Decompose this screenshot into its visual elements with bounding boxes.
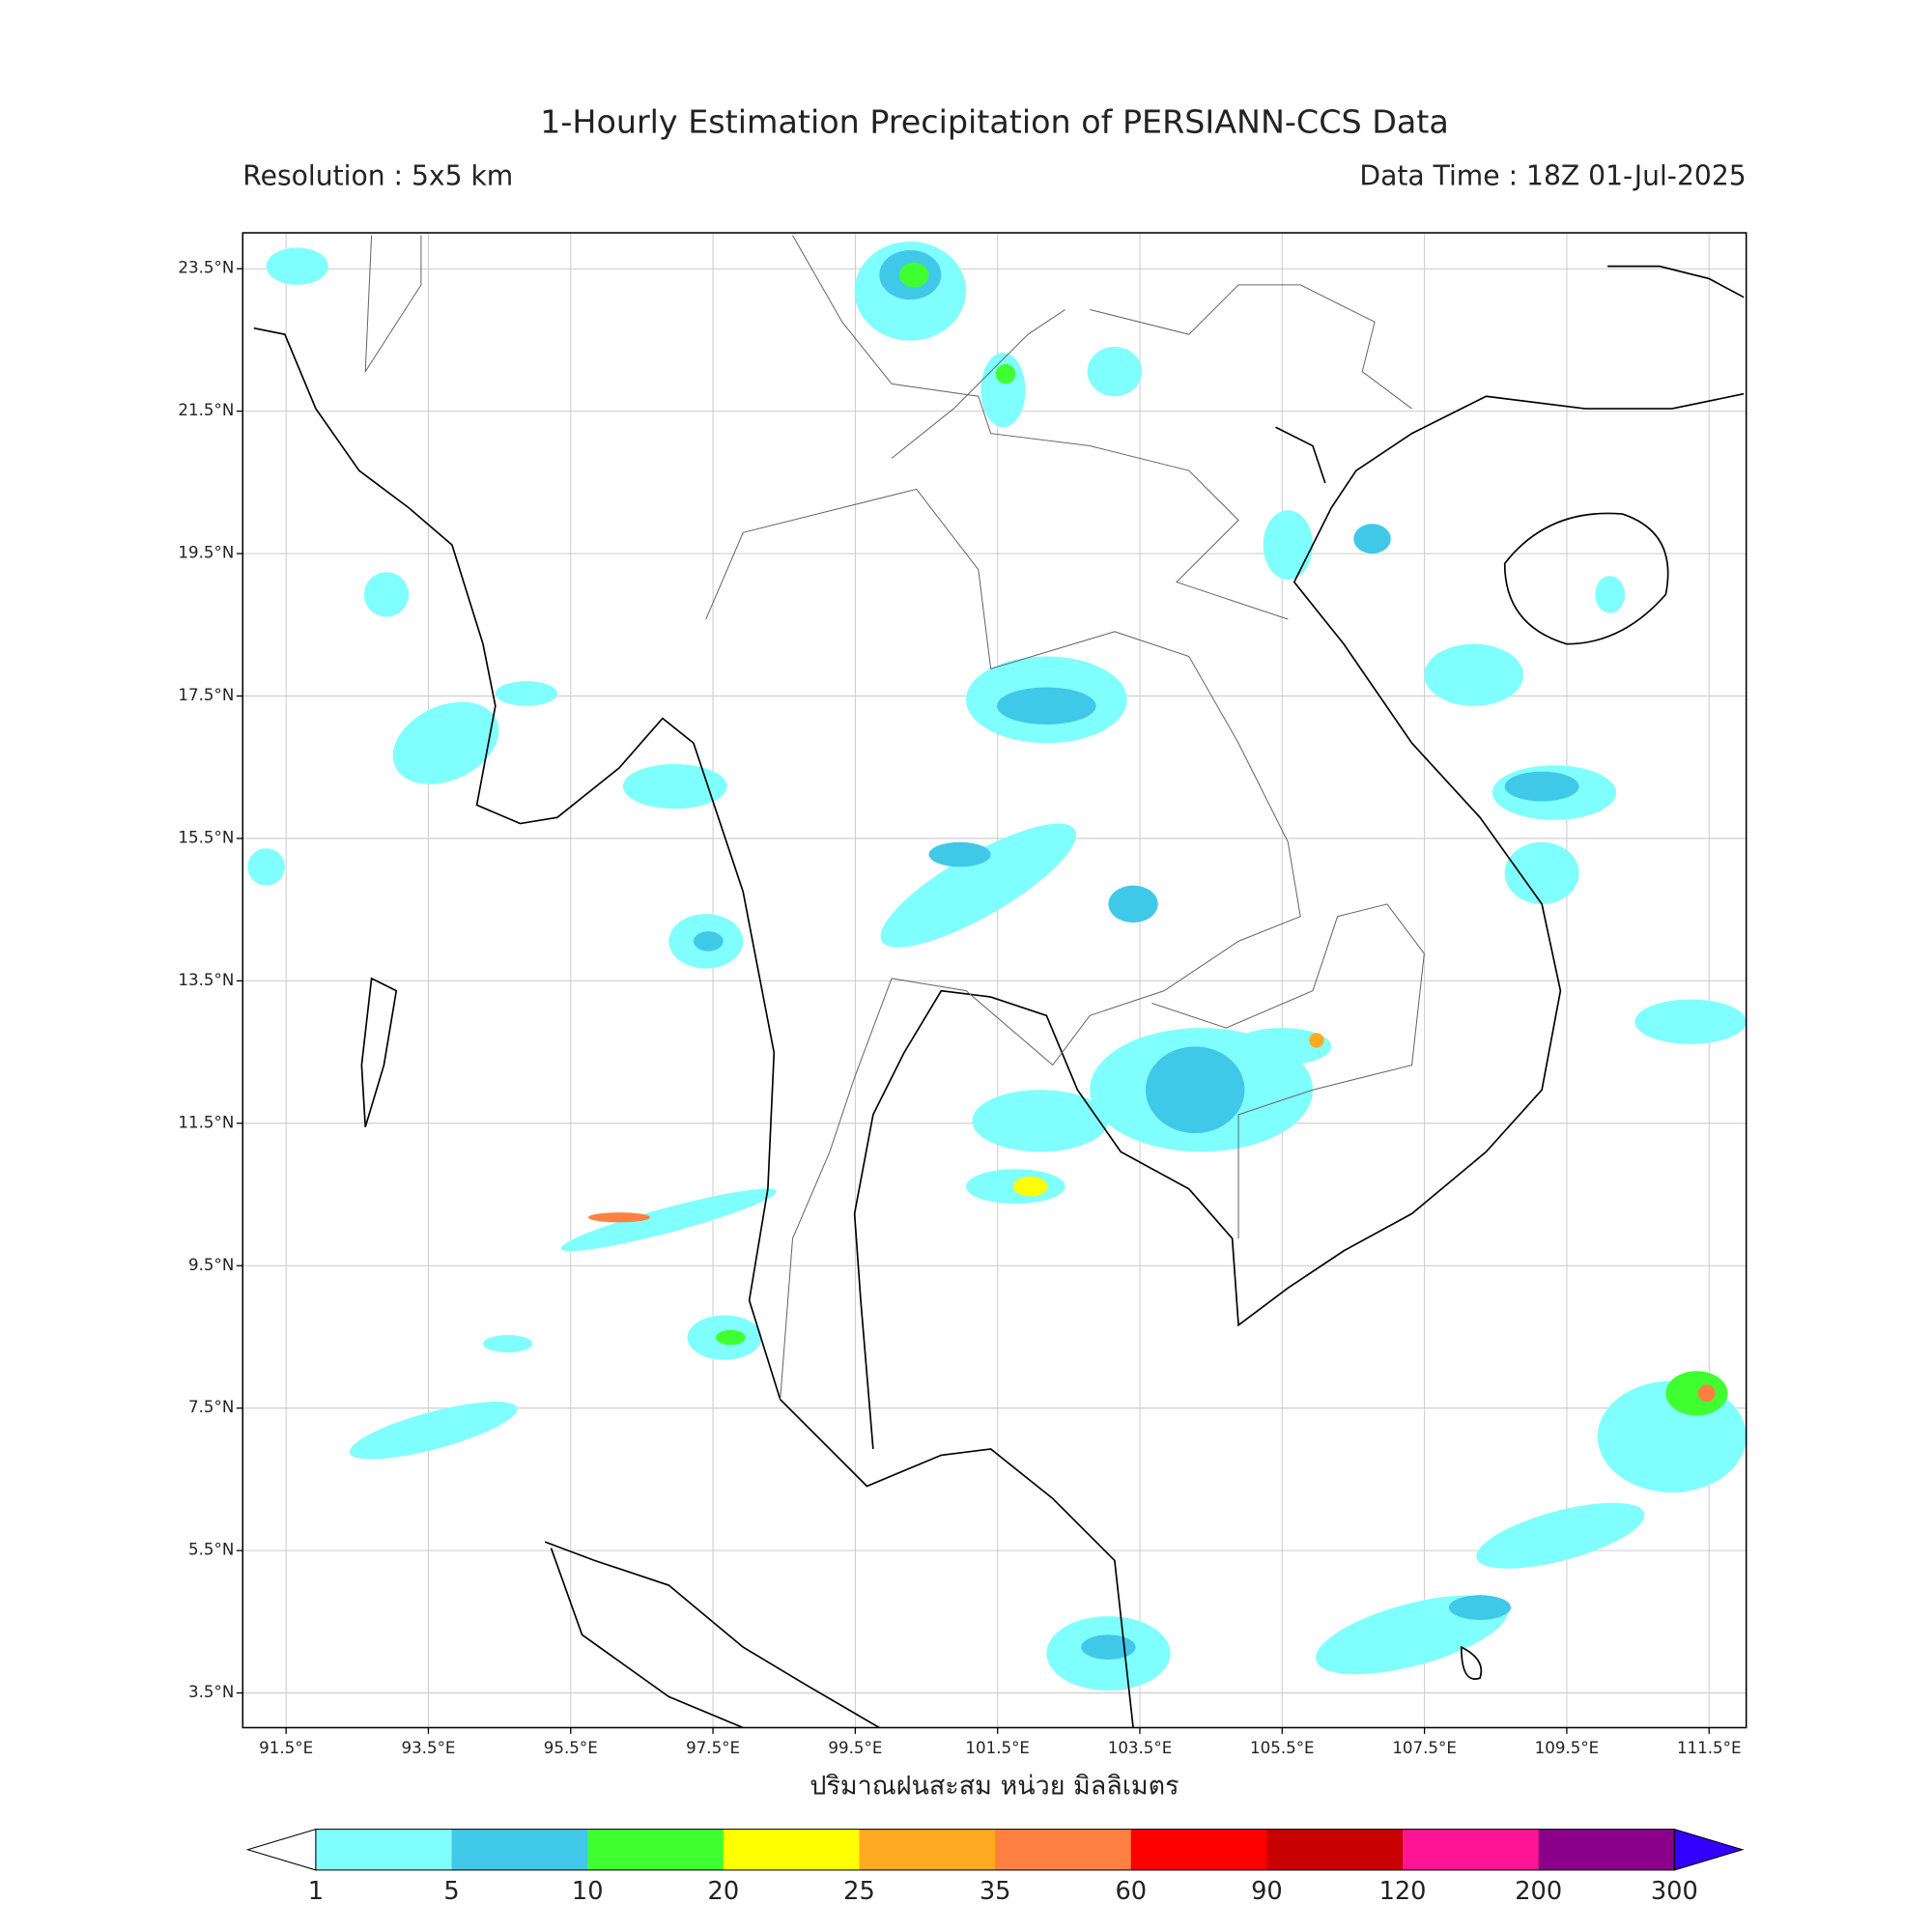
precipitation [247,242,1747,1690]
grid [242,233,1747,1728]
lat-label: 7.5°N [188,1398,234,1416]
colorbar-tick-label: 20 [708,1877,740,1906]
lon-label: 99.5°E [828,1739,882,1757]
lat-label: 23.5°N [178,259,234,277]
colorbar-tick-label: 60 [1115,1877,1147,1906]
colorbar-segment [1266,1829,1404,1870]
title: 1-Hourly Estimation Precipitation of PER… [540,103,1449,141]
colorbar-tick-label: 25 [843,1877,875,1906]
colorbar-tick-label: 300 [1651,1877,1698,1906]
lon-label: 107.5°E [1392,1739,1457,1757]
lat-label: 3.5°N [188,1683,234,1701]
lat-label: 19.5°N [178,544,234,562]
lat-label: 11.5°N [178,1113,234,1131]
colorbar-under [245,1828,317,1871]
lon-label: 97.5°E [686,1739,740,1757]
colorbar-segment [451,1829,588,1870]
coastlines [253,265,1745,1729]
colorbar-tick-label: 10 [572,1877,604,1906]
colorbar-frame [315,1829,1675,1871]
lon-label: 101.5°E [965,1739,1030,1757]
lon-label: 103.5°E [1108,1739,1173,1757]
colorbar-segment [723,1829,861,1870]
colorbar-segment [995,1829,1132,1870]
lon-label: 109.5°E [1535,1739,1600,1757]
lat-label: 13.5°N [178,971,234,989]
axes: 23.5°N 21.5°N 19.5°N 17.5°N 15.5°N 13.5°N 11.5… [178,259,1741,1757]
borders [364,235,1425,1400]
map-frame [242,232,1747,1729]
colorbar-tick-label: 35 [980,1877,1011,1906]
colorbar: 1 5 10 20 25 35 60 90 120 200 300 [245,1828,1745,1906]
colorbar-over [1673,1828,1745,1871]
colorbar-segment [1130,1829,1268,1870]
colorbar-segment [315,1829,453,1870]
lon-label: 93.5°E [401,1739,455,1757]
colorbar-tick-label: 90 [1251,1877,1283,1906]
colorbar-tick-label: 200 [1515,1877,1562,1906]
colorbar-tick-label: 1 [308,1877,324,1906]
lat-label: 5.5°N [188,1541,234,1559]
data-time: Data Time : 18Z 01-Jul-2025 [1359,159,1746,191]
lat-label: 15.5°N [178,828,234,846]
colorbar-segment [587,1829,724,1870]
colorbar-tick-label: 5 [443,1877,459,1906]
resolution: Resolution : 5x5 km [242,159,513,191]
colorbar-segment [1403,1829,1540,1870]
colorbar-tick-label: 120 [1379,1877,1427,1906]
lon-label: 105.5°E [1250,1739,1315,1757]
lon-label: 91.5°E [259,1739,313,1757]
colorbar-segment [859,1829,996,1870]
lon-label: 111.5°E [1677,1739,1742,1757]
lat-label: 17.5°N [178,686,234,704]
lat-label: 9.5°N [188,1256,234,1274]
lat-label: 21.5°N [178,401,234,419]
x-axis-label: ปริมาณฝนสะสม หน่วย มิลลิเมตร [810,1772,1179,1802]
colorbar-segment [1538,1829,1675,1870]
lon-label: 95.5°E [544,1739,598,1757]
